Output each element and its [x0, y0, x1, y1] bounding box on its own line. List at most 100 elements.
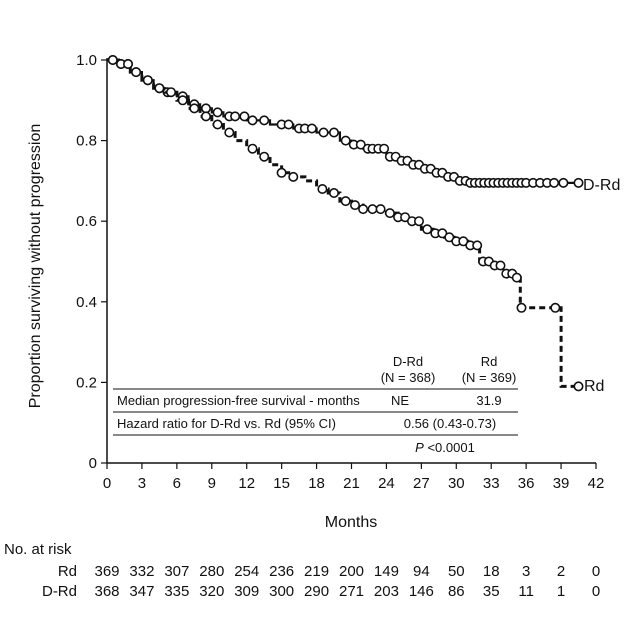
y-axis-title: Proportion surviving without progression — [27, 124, 44, 409]
risk-value-rd: 50 — [448, 563, 465, 580]
rd-censor-mark — [573, 381, 584, 392]
risk-value-rd: 280 — [199, 563, 224, 580]
risk-value-rd: 236 — [269, 563, 294, 580]
stats-col1-header: D-Rd — [393, 354, 423, 369]
risk-value-rd: 307 — [164, 563, 189, 580]
y-tick-label: 0.6 — [76, 213, 97, 230]
rd-censor-mark — [189, 103, 200, 114]
x-ticks: 0 3 6 9 12 15 18 21 24 27 30 33 36 39 42 — [103, 463, 605, 492]
risk-row-label-rd: Rd — [58, 563, 77, 580]
risk-value-d-rd: 309 — [234, 583, 259, 600]
rd-censor-mark — [224, 127, 235, 138]
risk-value-d-rd: 320 — [199, 583, 224, 600]
series-layer — [107, 54, 584, 392]
x-tick-label: 15 — [273, 475, 290, 492]
rd-censor-mark — [367, 204, 378, 215]
risk-value-rd: 149 — [374, 563, 399, 580]
p-number: <0.0001 — [424, 440, 475, 455]
d-rd-censor-mark — [239, 111, 250, 122]
p-label: P — [415, 440, 424, 455]
y-tick-label: 0.4 — [76, 294, 97, 311]
rd-curve — [107, 58, 579, 388]
x-tick-label: 36 — [518, 475, 535, 492]
x-tick-label: 24 — [378, 475, 395, 492]
d-rd-censor-mark — [340, 135, 351, 146]
rd-censor-mark — [422, 224, 433, 235]
x-tick-label: 21 — [343, 475, 360, 492]
x-tick-label: 18 — [308, 475, 325, 492]
x-tick-label: 3 — [138, 475, 146, 492]
drd-end-label: D-Rd — [583, 177, 620, 194]
x-tick-label: 12 — [238, 475, 255, 492]
rd-censor-mark — [328, 188, 339, 199]
rd-censor-mark — [201, 111, 212, 122]
rd-censor-mark — [375, 204, 386, 215]
stats-col2-header: Rd — [481, 354, 498, 369]
d-rd-censor-mark — [230, 111, 241, 122]
stats-table-bg — [113, 352, 521, 458]
d-rd-censor-mark — [379, 143, 390, 154]
risk-value-rd: 18 — [483, 563, 500, 580]
rd-censor-mark — [142, 75, 153, 86]
y-tick-label: 1.0 — [76, 52, 97, 69]
risk-value-rd: 3 — [522, 563, 530, 580]
d-rd-censor-mark — [212, 107, 223, 118]
rd-censor-mark — [340, 196, 351, 207]
stats-row2-value: 0.56 (0.43-0.73) — [404, 416, 497, 431]
risk-value-d-rd: 86 — [448, 583, 465, 600]
risk-table-title: No. at risk — [4, 541, 72, 558]
y-tick-label: 0 — [89, 455, 97, 472]
rd-censor-mark — [358, 204, 369, 215]
risk-value-rd: 200 — [339, 563, 364, 580]
risk-value-d-rd: 1 — [557, 583, 565, 600]
rd-censor-mark — [259, 151, 270, 162]
stats-row1-col2: 31.9 — [476, 393, 501, 408]
rd-censor-mark — [495, 260, 506, 271]
rd-end-label: Rd — [584, 378, 604, 395]
rd-censor-mark — [276, 167, 287, 178]
d-rd-censor-mark — [283, 119, 294, 130]
y-tick-label: 0.2 — [76, 374, 97, 391]
risk-value-d-rd: 335 — [164, 583, 189, 600]
risk-value-d-rd: 146 — [409, 583, 434, 600]
stats-row1-col1: NE — [391, 393, 409, 408]
risk-value-rd: 94 — [413, 563, 430, 580]
x-tick-label: 42 — [588, 475, 605, 492]
risk-value-rd: 369 — [94, 563, 119, 580]
d-rd-curve — [107, 58, 579, 184]
y-ticks: 0 0.2 0.4 0.6 0.8 1.0 — [76, 52, 107, 472]
risk-value-rd: 219 — [304, 563, 329, 580]
risk-value-rd: 254 — [234, 563, 259, 580]
stats-row2-label: Hazard ratio for D-Rd vs. Rd (95% CI) — [117, 416, 336, 431]
x-tick-label: 0 — [103, 475, 111, 492]
rd-censor-mark — [516, 302, 527, 313]
rd-censor-mark — [349, 200, 360, 211]
d-rd-censor-mark — [247, 115, 258, 126]
risk-value-rd: 2 — [557, 563, 565, 580]
stats-col2-n: (N = 369) — [462, 370, 517, 385]
rd-censor-mark — [123, 58, 134, 69]
risk-value-d-rd: 11 — [518, 583, 534, 600]
risk-value-d-rd: 35 — [483, 583, 500, 600]
y-tick-label: 0.8 — [76, 133, 97, 150]
risk-value-d-rd: 347 — [129, 583, 154, 600]
stats-p-value: P <0.0001 — [415, 440, 475, 455]
risk-value-d-rd: 203 — [374, 583, 399, 600]
d-rd-censor-mark — [318, 127, 329, 138]
rd-censor-mark — [413, 216, 424, 227]
rd-censor-mark — [107, 54, 118, 65]
risk-value-rd: 0 — [592, 563, 600, 580]
risk-row-label-drd: D-Rd — [42, 583, 77, 600]
risk-table: No. at risk Rd D-Rd 369 332 307 280 254 236 21… — [4, 541, 600, 600]
x-axis-title: Months — [325, 514, 377, 531]
rd-censor-mark — [511, 272, 522, 283]
d-rd-censor-mark — [573, 177, 584, 188]
d-rd-censor-mark — [201, 103, 212, 114]
rd-censor-mark — [154, 83, 165, 94]
rd-censor-mark — [166, 87, 177, 98]
stats-row1-label: Median progression-free survival - month… — [117, 393, 360, 408]
d-rd-censor-mark — [328, 127, 339, 138]
x-tick-label: 6 — [173, 475, 181, 492]
risk-value-rd: 332 — [129, 563, 154, 580]
